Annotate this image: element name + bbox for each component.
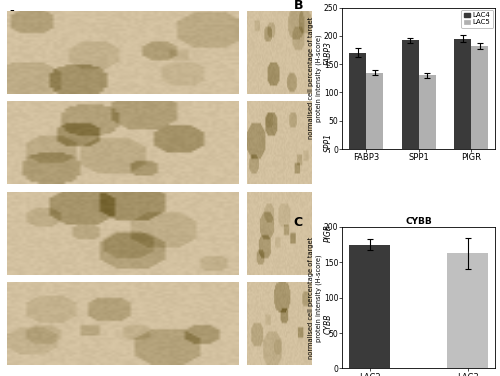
Text: C: C	[294, 215, 302, 229]
Text: A: A	[8, 9, 18, 23]
Y-axis label: normalised cell percentage of target
protein intensity (H-score): normalised cell percentage of target pro…	[308, 237, 322, 359]
Bar	[350, 53, 366, 149]
Bar	[418, 76, 436, 149]
Bar	[454, 39, 471, 149]
Bar	[471, 46, 488, 149]
Text: PIGR: PIGR	[324, 224, 333, 242]
Text: FABP3: FABP3	[324, 41, 333, 65]
Legend: LAC4, LAC5: LAC4, LAC5	[462, 10, 493, 28]
Bar	[350, 245, 391, 368]
Bar	[402, 40, 418, 149]
Text: B: B	[294, 0, 303, 12]
Y-axis label: normalised cell percentage of target
protein intensity (H-score): normalised cell percentage of target pro…	[308, 17, 322, 139]
Text: SPP1: SPP1	[324, 133, 333, 152]
Bar	[447, 253, 488, 368]
Title: CYBB: CYBB	[406, 217, 432, 226]
Text: CYBB: CYBB	[324, 313, 333, 334]
Bar	[366, 73, 383, 149]
